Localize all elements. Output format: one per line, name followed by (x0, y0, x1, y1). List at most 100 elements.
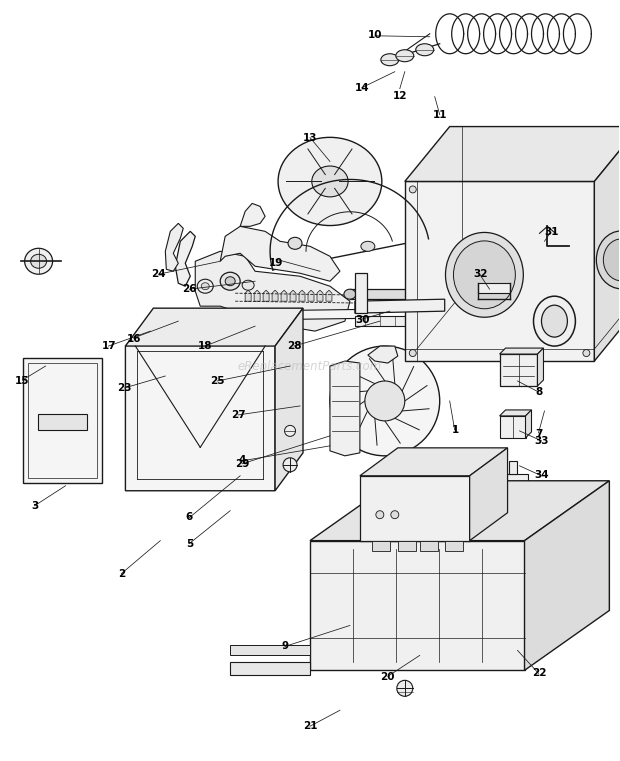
Polygon shape (398, 540, 416, 551)
Ellipse shape (365, 381, 405, 421)
Polygon shape (595, 126, 620, 361)
Text: 10: 10 (368, 30, 382, 40)
Polygon shape (405, 126, 620, 181)
Text: 19: 19 (269, 258, 283, 268)
Ellipse shape (596, 231, 620, 289)
Polygon shape (445, 540, 463, 551)
Polygon shape (275, 308, 303, 491)
Ellipse shape (522, 548, 527, 553)
Ellipse shape (30, 254, 46, 268)
Ellipse shape (397, 680, 413, 696)
Ellipse shape (225, 277, 235, 285)
Ellipse shape (202, 283, 209, 290)
Polygon shape (330, 361, 360, 456)
Text: 4: 4 (238, 455, 246, 465)
Ellipse shape (220, 272, 240, 290)
Ellipse shape (242, 280, 254, 290)
Polygon shape (500, 348, 544, 354)
Polygon shape (281, 290, 287, 301)
Ellipse shape (391, 511, 399, 519)
Ellipse shape (541, 305, 567, 337)
Text: 27: 27 (231, 409, 246, 419)
Ellipse shape (396, 49, 414, 62)
Text: 22: 22 (531, 668, 546, 678)
Text: 23: 23 (117, 383, 131, 393)
Polygon shape (538, 348, 544, 386)
Ellipse shape (416, 43, 434, 56)
Polygon shape (355, 316, 415, 326)
Text: 21: 21 (303, 721, 317, 731)
Polygon shape (505, 565, 531, 606)
Polygon shape (450, 126, 620, 306)
Text: 26: 26 (182, 285, 197, 295)
Ellipse shape (409, 186, 416, 193)
Polygon shape (477, 283, 510, 293)
Ellipse shape (381, 54, 399, 65)
Text: 9: 9 (281, 642, 289, 651)
Polygon shape (405, 181, 595, 361)
Polygon shape (220, 226, 340, 282)
Polygon shape (525, 481, 609, 670)
Text: 14: 14 (355, 83, 370, 93)
Polygon shape (23, 358, 102, 482)
Polygon shape (317, 290, 323, 301)
Polygon shape (395, 481, 609, 610)
Ellipse shape (409, 349, 416, 357)
Polygon shape (500, 416, 526, 438)
Ellipse shape (453, 241, 515, 309)
Polygon shape (38, 414, 87, 431)
Polygon shape (235, 309, 380, 320)
Text: 16: 16 (126, 334, 141, 344)
Text: 13: 13 (303, 132, 317, 142)
Polygon shape (326, 290, 332, 301)
Polygon shape (254, 290, 260, 301)
Polygon shape (290, 290, 296, 301)
Polygon shape (299, 290, 305, 301)
Polygon shape (355, 273, 367, 313)
Polygon shape (526, 410, 531, 438)
Text: 34: 34 (534, 470, 549, 480)
Polygon shape (510, 495, 516, 504)
Ellipse shape (278, 137, 382, 225)
Text: 3: 3 (31, 501, 38, 511)
Polygon shape (360, 476, 469, 540)
Ellipse shape (603, 239, 620, 281)
Text: 15: 15 (15, 375, 30, 386)
Polygon shape (272, 290, 278, 301)
Polygon shape (263, 290, 269, 301)
Ellipse shape (533, 296, 575, 346)
Text: 11: 11 (433, 110, 447, 119)
Text: 8: 8 (535, 387, 542, 397)
Ellipse shape (583, 349, 590, 357)
Ellipse shape (508, 548, 513, 553)
Polygon shape (245, 290, 251, 301)
Ellipse shape (361, 241, 375, 251)
Ellipse shape (25, 248, 53, 274)
Polygon shape (469, 448, 508, 540)
Text: 32: 32 (473, 269, 487, 279)
Polygon shape (520, 495, 526, 504)
Polygon shape (240, 203, 265, 226)
Polygon shape (355, 299, 445, 313)
Ellipse shape (330, 346, 440, 456)
Polygon shape (310, 540, 525, 670)
Ellipse shape (434, 289, 446, 299)
Polygon shape (498, 474, 528, 495)
Polygon shape (230, 662, 310, 675)
Ellipse shape (197, 279, 213, 293)
Text: 1: 1 (452, 425, 459, 435)
Polygon shape (360, 448, 508, 476)
Text: 20: 20 (380, 672, 394, 682)
Text: 31: 31 (544, 228, 559, 237)
Polygon shape (500, 354, 538, 386)
Text: 12: 12 (392, 91, 407, 100)
Text: 28: 28 (287, 342, 302, 352)
Ellipse shape (376, 511, 384, 519)
Polygon shape (175, 231, 195, 286)
Text: 7: 7 (535, 428, 542, 438)
Polygon shape (125, 308, 303, 346)
Ellipse shape (285, 425, 296, 436)
Polygon shape (508, 461, 516, 474)
Polygon shape (350, 289, 440, 299)
Polygon shape (308, 290, 314, 301)
